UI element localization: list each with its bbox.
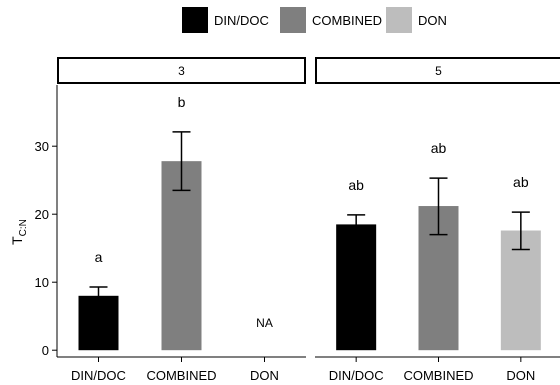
x-tick-label: DON (250, 368, 279, 383)
bar-label: ab (431, 140, 447, 156)
y-tick-label: 0 (42, 343, 49, 358)
y-axis: 0 10 20 30 (35, 85, 58, 358)
strip-label: 5 (435, 64, 442, 78)
strip-box (57, 57, 306, 84)
y-axis-title: TC:N (9, 219, 29, 245)
legend-swatch (386, 7, 412, 33)
x-tick-label: DIN/DOC (71, 368, 126, 383)
bar-label: b (178, 94, 186, 110)
x-tick-label: DIN/DOC (329, 368, 384, 383)
bar (336, 224, 377, 351)
y-tick-label: 20 (35, 207, 49, 222)
panel-3: 3 DIN/DOC a COMBINED b DON NA (57, 57, 306, 383)
legend-label: DIN/DOC (214, 13, 269, 28)
error-bar (429, 177, 448, 236)
x-tick-label: DON (506, 368, 535, 383)
legend-item: DON (386, 7, 447, 33)
strip-label: 3 (178, 64, 185, 78)
legend-item: COMBINED (280, 7, 382, 33)
bar (161, 161, 202, 351)
bar-label: NA (256, 316, 273, 330)
legend-swatch (182, 7, 208, 33)
y-tick-label: 30 (35, 139, 49, 154)
bar (500, 230, 541, 351)
legend-label: COMBINED (312, 13, 382, 28)
error-bar (89, 286, 108, 307)
panel-5: 5 DIN/DOC ab COMBINED ab DON ab (315, 57, 560, 383)
bar-label: ab (513, 174, 529, 190)
bar-label: ab (348, 177, 364, 193)
error-bar (347, 214, 366, 234)
legend-label: DON (418, 13, 447, 28)
panels: 3 DIN/DOC a COMBINED b DON NA 5 DIN/DOC ab COMBINE… (57, 57, 560, 383)
y-tick-label: 10 (35, 275, 49, 290)
x-tick-label: COMBINED (403, 368, 473, 383)
bar-label: a (95, 249, 103, 265)
legend-item: DIN/DOC (182, 7, 269, 33)
strip-box (315, 57, 560, 84)
error-bar (172, 131, 191, 192)
x-tick-label: COMBINED (146, 368, 216, 383)
error-bar (511, 211, 530, 251)
legend-swatch (280, 7, 306, 33)
legend: DIN/DOC COMBINED DON (182, 7, 447, 33)
